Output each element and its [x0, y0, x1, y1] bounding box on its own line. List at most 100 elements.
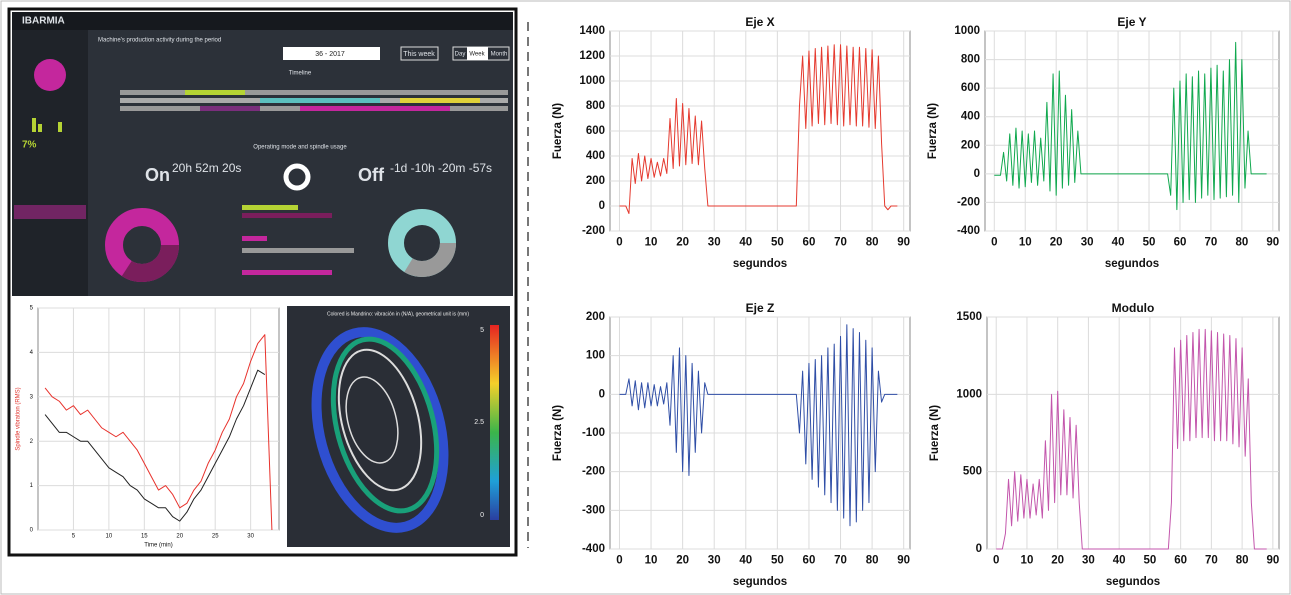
chart-title: Modulo [1112, 301, 1155, 315]
this-week: This week [403, 51, 435, 58]
x-tick-label: 80 [866, 237, 879, 249]
timeline-seg [260, 98, 380, 103]
x-tick-label: 50 [1143, 237, 1156, 249]
y-tick-label: 1000 [956, 388, 982, 400]
y-tick-label: 800 [961, 54, 980, 66]
x-axis-label: segundos [1106, 576, 1160, 588]
icon [38, 124, 42, 132]
x-tick-label: 10 [1019, 237, 1032, 249]
x-tick-label: 70 [1205, 555, 1218, 567]
x-tick-label: 90 [1266, 237, 1279, 249]
x-tick-label: 40 [739, 555, 752, 567]
x-axis-label: segundos [733, 576, 787, 588]
y-axis-label: Fuerza (N) [929, 405, 941, 461]
x-tick-label: 0 [616, 237, 622, 249]
on-label: On [145, 165, 170, 185]
x-tick-label: 25 [212, 534, 219, 540]
avatar [34, 59, 66, 91]
on-time: 20h 52m 20s [172, 161, 241, 175]
y-tick-label: 0 [599, 388, 605, 400]
y-tick-label: -200 [582, 225, 605, 237]
x-tick-label: 20 [676, 237, 689, 249]
colorbar-label: 2.5 [474, 419, 484, 426]
x-tick-label: 30 [708, 555, 721, 567]
render: Colored is Mandrino: vibración in (N/A),… [287, 306, 510, 547]
usage-bar [242, 248, 354, 253]
view-week[interactable]: Week [469, 52, 485, 58]
y-tick-label: 1400 [579, 25, 605, 37]
week: 36 - 2017 [315, 51, 345, 58]
colorbar [490, 325, 499, 520]
icon [58, 122, 62, 132]
figure: IBARMIA 7% Machine's production activity… [0, 0, 1291, 595]
x-tick-label: 20 [676, 555, 689, 567]
timeline-seg [200, 106, 260, 111]
x-tick-label: 10 [1021, 555, 1034, 567]
x-tick-label: 90 [897, 555, 910, 567]
x-tick-label: 30 [1082, 555, 1095, 567]
chart-title: Eje Z [746, 301, 775, 315]
x-tick-label: 30 [1081, 237, 1094, 249]
view-day[interactable]: Day [455, 52, 466, 58]
colorbar-label: 0 [480, 512, 484, 519]
x-tick-label: 60 [1174, 555, 1187, 567]
x-tick-label: 0 [991, 237, 997, 249]
off-time: -1d -10h -20m -57s [390, 161, 492, 175]
x-tick-label: 70 [834, 237, 847, 249]
y-tick-label: 400 [961, 111, 980, 123]
x-tick-label: 0 [993, 555, 999, 567]
y-tick-label: 800 [586, 100, 605, 112]
y-tick-label: 500 [963, 466, 982, 478]
x-axis-label: segundos [733, 258, 787, 270]
x-tick-label: 40 [739, 237, 752, 249]
usage: 7% [22, 140, 37, 151]
topbar [12, 12, 513, 30]
usage-bar [242, 213, 332, 218]
dashboard: IBARMIA 7% Machine's production activity… [12, 12, 513, 296]
y-tick-label: 1000 [579, 75, 605, 87]
x-tick-label: 80 [866, 555, 879, 567]
x-tick-label: 30 [247, 534, 254, 540]
usage-bar [242, 236, 267, 241]
x-tick-label: 80 [1236, 555, 1249, 567]
x-axis-label: segundos [1105, 258, 1159, 270]
x-tick-label: 50 [771, 555, 784, 567]
y-tick-label: 600 [961, 82, 980, 94]
menu-active [14, 205, 86, 219]
x-tick-label: 50 [771, 237, 784, 249]
timeline-seg [185, 90, 245, 95]
usage-bar [242, 205, 298, 210]
x-tick-label: 15 [141, 534, 148, 540]
x-tick-label: 10 [106, 534, 113, 540]
y-tick-label: -200 [582, 466, 605, 478]
y-tick-label: 0 [599, 200, 605, 212]
x-tick-label: 10 [645, 237, 658, 249]
x-tick-label: 0 [616, 555, 622, 567]
off-label: Off [358, 165, 385, 185]
view-month[interactable]: Month [491, 52, 508, 58]
section-title: Operating mode and spindle usage [253, 145, 347, 151]
x-axis-label: Time (min) [144, 543, 172, 549]
y-axis-label: Fuerza (N) [552, 103, 564, 159]
y-tick-label: 400 [586, 150, 605, 162]
y-tick-label: -200 [957, 196, 980, 208]
y-axis-label: Fuerza (N) [552, 405, 564, 461]
x-tick-label: 40 [1113, 555, 1126, 567]
usage-bar [242, 270, 332, 275]
x-tick-label: 50 [1144, 555, 1157, 567]
header: Machine's production activity during the… [98, 38, 221, 44]
x-tick-label: 60 [1174, 237, 1187, 249]
timeline-seg [400, 98, 480, 103]
y-tick-label: -400 [957, 225, 980, 237]
y-tick-label: -100 [582, 427, 605, 439]
y-tick-label: 0 [974, 168, 980, 180]
y-tick-label: -400 [582, 543, 605, 555]
render-title: Colored is Mandrino: vibración in (N/A),… [327, 311, 469, 317]
brand: IBARMIA [22, 16, 65, 27]
x-tick-label: 20 [1051, 555, 1064, 567]
colorbar-label: 5 [480, 327, 484, 334]
x-tick-label: 40 [1112, 237, 1125, 249]
chart-title: Eje Y [1117, 15, 1146, 29]
x-tick-label: 60 [803, 237, 816, 249]
y-axis-label: Fuerza (N) [927, 103, 939, 159]
